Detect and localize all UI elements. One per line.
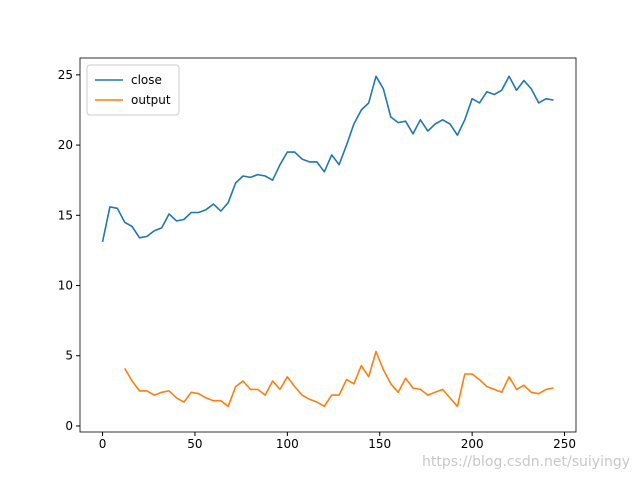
legend-box [86,64,180,116]
x-tick-label: 50 [187,437,202,451]
line [124,350,554,408]
y-tick-label: 0 [65,419,73,433]
x-tick-label: 200 [461,437,484,451]
line [101,75,554,243]
y-tick-label: 15 [58,208,73,222]
x-tick-label: 100 [276,437,299,451]
y-tick-label: 25 [58,68,73,82]
x-tick-label: 150 [368,437,391,451]
legend-label: close [131,73,162,87]
y-tick-label: 10 [58,279,73,293]
watermark: https://blog.csdn.net/suiyingy [422,454,630,470]
y-tick-label: 5 [65,349,73,363]
y-tick-label: 20 [58,138,73,152]
plot-frame [79,57,577,433]
legend-label: output [131,93,171,107]
x-tick-label: 0 [99,437,107,451]
x-tick-label: 250 [553,437,576,451]
